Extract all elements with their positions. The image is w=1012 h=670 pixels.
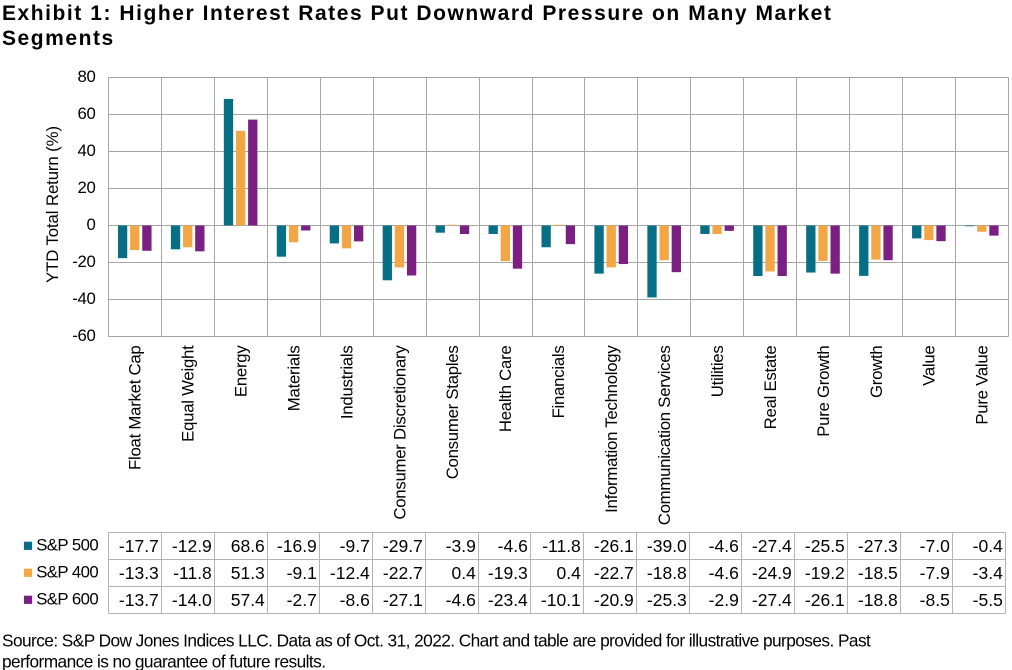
svg-text:-11.8: -11.8 (173, 563, 212, 583)
svg-text:-2.9: -2.9 (709, 590, 739, 610)
svg-text:-23.4: -23.4 (488, 590, 528, 610)
svg-text:-29.7: -29.7 (383, 536, 423, 556)
svg-text:-5.5: -5.5 (973, 590, 1003, 610)
svg-text:Utilities: Utilities (708, 346, 727, 398)
svg-text:-27.1: -27.1 (383, 590, 423, 610)
svg-text:-7.9: -7.9 (920, 563, 950, 583)
svg-text:57.4: 57.4 (231, 590, 265, 610)
svg-text:-9.7: -9.7 (340, 536, 370, 556)
svg-text:-20: -20 (72, 252, 95, 271)
svg-text:-19.3: -19.3 (488, 563, 528, 583)
svg-text:S&P 500: S&P 500 (36, 535, 98, 554)
svg-text:Source: S&P Dow Jones Indices: Source: S&P Dow Jones Indices LLC. Data … (2, 631, 871, 651)
svg-text:-27.4: -27.4 (752, 590, 792, 610)
svg-text:-17.7: -17.7 (119, 536, 159, 556)
svg-text:Communication Services: Communication Services (655, 346, 674, 526)
svg-text:-24.9: -24.9 (752, 563, 792, 583)
svg-text:-27.3: -27.3 (858, 536, 898, 556)
svg-text:-60: -60 (72, 326, 95, 345)
svg-text:-26.1: -26.1 (805, 590, 845, 610)
svg-text:Health Care: Health Care (496, 346, 515, 433)
svg-text:-12.9: -12.9 (172, 536, 212, 556)
svg-text:Consumer Discretionary: Consumer Discretionary (390, 345, 409, 520)
svg-text:Pure Value: Pure Value (973, 346, 992, 425)
svg-text:performance is no guarantee of: performance is no guarantee of future re… (2, 652, 325, 670)
svg-text:-11.8: -11.8 (542, 536, 581, 556)
svg-text:Financials: Financials (549, 346, 568, 419)
svg-text:-27.4: -27.4 (752, 536, 792, 556)
svg-text:-22.7: -22.7 (594, 563, 634, 583)
svg-text:-4.6: -4.6 (709, 563, 739, 583)
svg-text:-18.5: -18.5 (858, 563, 898, 583)
svg-text:0.4: 0.4 (556, 563, 581, 583)
svg-text:-4.6: -4.6 (446, 590, 476, 610)
svg-text:Growth: Growth (867, 346, 886, 399)
svg-text:-18.8: -18.8 (858, 590, 898, 610)
svg-text:-13.7: -13.7 (119, 590, 159, 610)
svg-text:51.3: 51.3 (231, 563, 265, 583)
svg-text:Energy: Energy (231, 345, 250, 397)
svg-text:-20.9: -20.9 (594, 590, 634, 610)
svg-text:-26.1: -26.1 (594, 536, 634, 556)
svg-text:-8.6: -8.6 (340, 590, 370, 610)
svg-text:-0.4: -0.4 (973, 536, 1003, 556)
svg-text:-4.6: -4.6 (709, 536, 739, 556)
svg-text:Pure Growth: Pure Growth (814, 346, 833, 437)
svg-text:-2.7: -2.7 (287, 590, 317, 610)
svg-text:-22.7: -22.7 (383, 563, 423, 583)
svg-text:Float Market Cap: Float Market Cap (126, 346, 145, 470)
svg-text:40: 40 (77, 141, 95, 160)
svg-text:-14.0: -14.0 (172, 590, 212, 610)
svg-text:S&P 600: S&P 600 (36, 589, 98, 608)
svg-text:Equal Weight: Equal Weight (179, 345, 198, 442)
svg-text:-13.3: -13.3 (119, 563, 159, 583)
svg-text:68.6: 68.6 (231, 536, 265, 556)
svg-text:Materials: Materials (284, 346, 303, 412)
svg-text:-25.3: -25.3 (647, 590, 687, 610)
svg-text:Industrials: Industrials (337, 346, 356, 420)
svg-text:-8.5: -8.5 (920, 590, 950, 610)
svg-text:Real Estate: Real Estate (761, 346, 780, 430)
svg-text:-16.9: -16.9 (277, 536, 317, 556)
svg-text:-40: -40 (72, 289, 95, 308)
svg-text:20: 20 (77, 178, 95, 197)
svg-text:Information Technology: Information Technology (602, 345, 621, 513)
svg-text:-7.0: -7.0 (920, 536, 950, 556)
svg-text:0.4: 0.4 (451, 563, 476, 583)
svg-text:Value: Value (920, 346, 939, 386)
svg-text:YTD Total Return (%): YTD Total Return (%) (43, 126, 62, 283)
svg-text:Consumer Staples: Consumer Staples (443, 346, 462, 480)
svg-text:-3.9: -3.9 (446, 536, 476, 556)
svg-text:80: 80 (77, 67, 95, 86)
svg-text:0: 0 (86, 215, 95, 234)
svg-text:-3.4: -3.4 (973, 563, 1003, 583)
svg-text:-19.2: -19.2 (805, 563, 845, 583)
svg-text:-12.4: -12.4 (330, 563, 370, 583)
svg-text:-18.8: -18.8 (647, 563, 687, 583)
svg-text:-39.0: -39.0 (647, 536, 687, 556)
svg-text:-9.1: -9.1 (287, 563, 317, 583)
svg-text:-25.5: -25.5 (805, 536, 845, 556)
svg-text:60: 60 (77, 104, 95, 123)
svg-text:-4.6: -4.6 (498, 536, 528, 556)
svg-text:-10.1: -10.1 (541, 590, 581, 610)
svg-text:S&P 400: S&P 400 (36, 562, 98, 581)
